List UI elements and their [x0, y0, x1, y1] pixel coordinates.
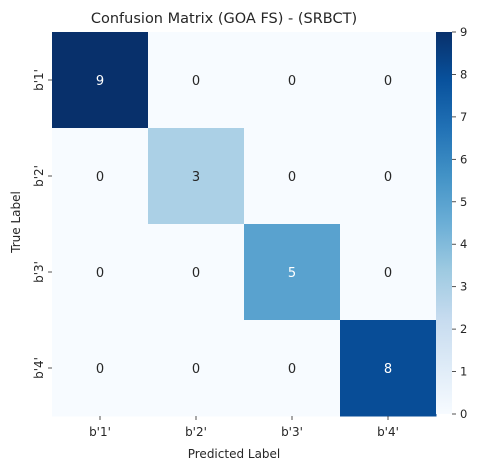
colorbar-tick-label: 1: [460, 365, 467, 379]
colorbar-tick-label: 7: [460, 110, 467, 124]
y-axis-label: True Label: [9, 191, 23, 254]
heatmap-cell-r2-c4: [340, 128, 437, 225]
colorbar-tick-label: 0: [460, 407, 467, 421]
cell-value-r2-c1: 0: [96, 170, 104, 185]
heatmap-cell-r4-c3: [244, 320, 341, 417]
colorbar-tick-label: 4: [460, 237, 467, 251]
x-tick-label: b'3': [281, 425, 303, 439]
heatmap-cell-r1-c4: [340, 32, 437, 129]
colorbar-ticks: 0 1 2 3 4 5 6 7 8 9: [452, 25, 467, 421]
y-tick-label: b'4': [32, 357, 46, 379]
cell-value-r4-c3: 0: [288, 362, 296, 377]
y-tick-label: b'1': [32, 69, 46, 91]
x-axis-ticks: b'1' b'2' b'3' b'4': [89, 416, 399, 439]
cell-value-r1-c1: 9: [96, 74, 104, 89]
cell-value-r2-c3: 0: [288, 170, 296, 185]
heatmap-cell-r1-c2: [148, 32, 245, 129]
cell-value-r1-c2: 0: [192, 74, 200, 89]
cell-value-r3-c2: 0: [192, 266, 200, 281]
heatmap-cell-r3-c4: [340, 224, 437, 321]
heatmap-annotations: 9 0 0 0 0 3 0 0 0 0 5 0 0 0 0 8: [96, 74, 392, 377]
heatmap-cell-r4-c2: [148, 320, 245, 417]
heatmap-cell-r4-c4: [340, 320, 437, 417]
heatmap-cell-r2-c3: [244, 128, 341, 225]
colorbar-tick-label: 8: [460, 67, 467, 81]
heatmap-grid: [52, 32, 437, 417]
colorbar-tick-label: 2: [460, 322, 467, 336]
x-tick-label: b'4': [377, 425, 399, 439]
heatmap-cell-r4-c1: [52, 320, 149, 417]
colorbar-tick-label: 9: [460, 25, 467, 39]
cell-value-r2-c2: 3: [192, 170, 200, 185]
y-tick-label: b'3': [32, 261, 46, 283]
x-tick-label: b'2': [185, 425, 207, 439]
heatmap-cell-r1-c1: [52, 32, 149, 129]
colorbar-tick-label: 6: [460, 152, 467, 166]
y-tick-label: b'2': [32, 165, 46, 187]
colorbar-tick-label: 5: [460, 195, 467, 209]
heatmap-cell-r3-c1: [52, 224, 149, 321]
heatmap-cell-r3-c2: [148, 224, 245, 321]
heatmap-cell-r2-c1: [52, 128, 149, 225]
cell-value-r1-c4: 0: [384, 74, 392, 89]
cell-value-r1-c3: 0: [288, 74, 296, 89]
chart-title: Confusion Matrix (GOA FS) - (SRBCT): [91, 11, 357, 27]
heatmap-cell-r2-c2: [148, 128, 245, 225]
x-axis-label: Predicted Label: [188, 447, 281, 461]
cell-value-r3-c3: 5: [288, 266, 296, 281]
cell-value-r2-c4: 0: [384, 170, 392, 185]
cell-value-r4-c4: 8: [384, 362, 392, 377]
cell-value-r3-c4: 0: [384, 266, 392, 281]
colorbar: 0 1 2 3 4 5 6 7 8 9: [436, 25, 467, 421]
colorbar-gradient: [436, 32, 452, 414]
cell-value-r4-c1: 0: [96, 362, 104, 377]
y-axis-ticks: b'1' b'2' b'3' b'4': [32, 69, 52, 379]
x-tick-label: b'1': [89, 425, 111, 439]
heatmap-cell-r1-c3: [244, 32, 341, 129]
heatmap-cell-r3-c3: [244, 224, 341, 321]
cell-value-r4-c2: 0: [192, 362, 200, 377]
cell-value-r3-c1: 0: [96, 266, 104, 281]
colorbar-tick-label: 3: [460, 280, 467, 294]
